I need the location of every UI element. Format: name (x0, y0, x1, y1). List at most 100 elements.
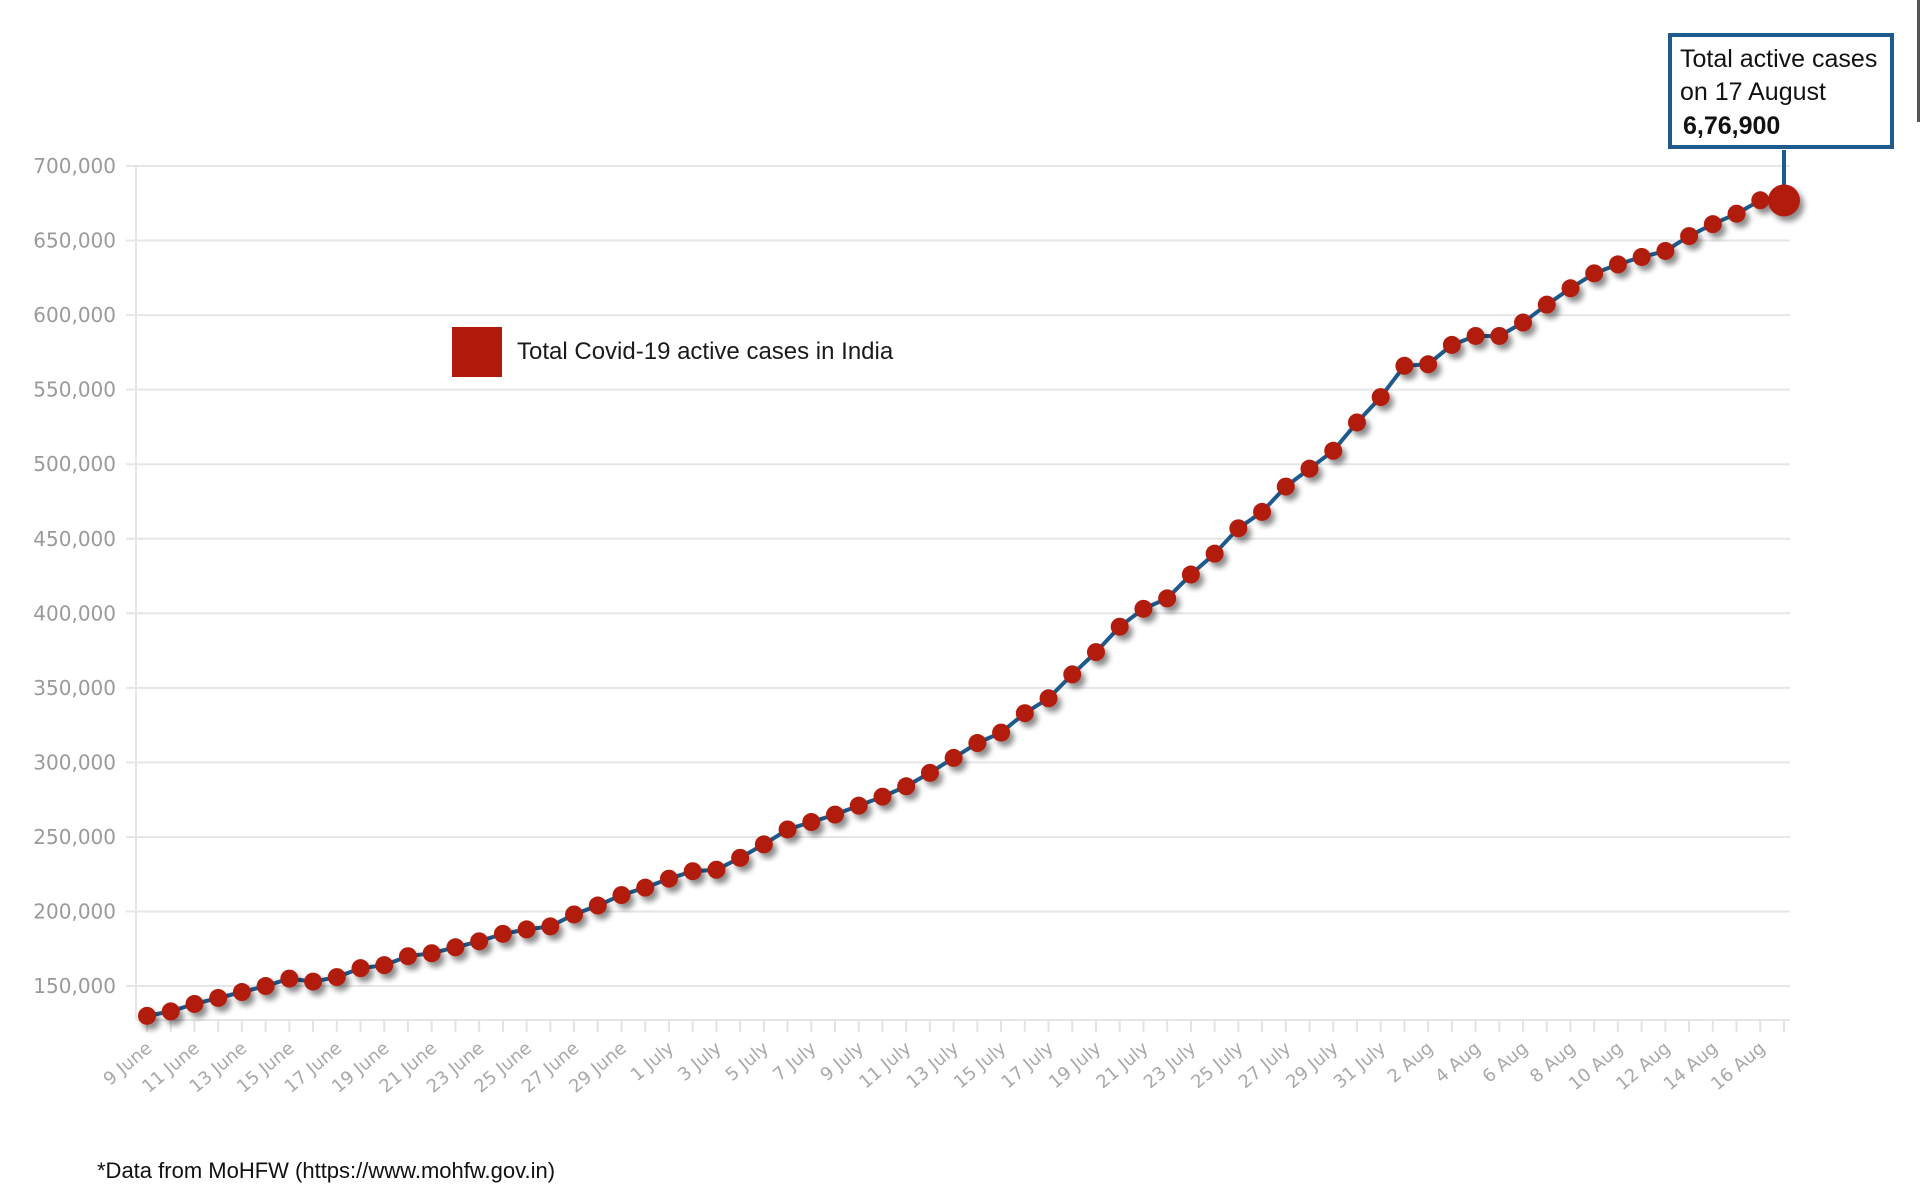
data-point (1632, 247, 1651, 266)
data-point (422, 944, 441, 963)
data-point (1039, 689, 1058, 708)
x-tick-label: 17 July (998, 1038, 1058, 1094)
data-point (1324, 441, 1343, 460)
x-tick-label: 19 July (1045, 1038, 1105, 1094)
y-tick-label: 350,000 (33, 676, 116, 700)
data-point (1181, 565, 1200, 584)
data-point (1608, 255, 1627, 274)
data-point (1537, 295, 1556, 314)
x-tick-label: 2 Aug (1384, 1038, 1438, 1088)
x-tick-label: 13 July (903, 1038, 963, 1094)
data-point (1205, 544, 1224, 563)
data-point (161, 1002, 180, 1021)
data-point (636, 878, 655, 897)
x-tick-label: 5 July (722, 1038, 774, 1086)
y-tick-label: 300,000 (33, 750, 116, 774)
x-tick-label: 6 Aug (1479, 1038, 1533, 1088)
data-point (683, 862, 702, 881)
data-point (707, 860, 726, 879)
data-point (304, 972, 323, 991)
x-tick-label: 29 July (1282, 1038, 1342, 1094)
data-point (992, 723, 1011, 742)
x-tick-label: 11 July (855, 1038, 915, 1094)
legend-swatch (452, 327, 502, 377)
edge-divider (1917, 0, 1920, 122)
data-point (470, 932, 489, 951)
data-point (1703, 215, 1722, 234)
callout-value: 6,76,900 (1683, 112, 1781, 140)
data-point (778, 820, 797, 839)
x-tick-label: 4 Aug (1431, 1038, 1485, 1088)
x-tick-label: 7 July (769, 1038, 821, 1086)
data-point (802, 813, 821, 832)
x-tick-label: 3 July (674, 1038, 726, 1086)
y-tick-label: 600,000 (33, 303, 116, 327)
data-point (185, 994, 204, 1013)
data-point (731, 848, 750, 867)
data-point (1561, 279, 1580, 298)
data-point (327, 968, 346, 987)
data-point (659, 869, 678, 888)
data-point (1371, 388, 1390, 407)
callout-line-2: on 17 August (1680, 78, 1826, 106)
x-tick-label: 16 Aug (1707, 1038, 1769, 1095)
callout-line-1: Total active cases (1680, 45, 1878, 73)
data-point (351, 959, 370, 978)
legend-label: Total Covid-19 active cases in India (517, 338, 894, 365)
data-series (138, 184, 1800, 1025)
data-point (588, 896, 607, 915)
data-point (493, 924, 512, 943)
y-tick-label: 700,000 (33, 154, 116, 178)
data-point (826, 805, 845, 824)
data-point (1419, 355, 1438, 374)
data-point (1300, 459, 1319, 478)
data-point (565, 905, 584, 924)
y-tick-label: 250,000 (33, 825, 116, 849)
data-point (1514, 313, 1533, 332)
data-point (612, 886, 631, 905)
data-point (209, 988, 228, 1007)
y-tick-label: 400,000 (33, 601, 116, 625)
data-point (375, 956, 394, 975)
y-tick-label: 450,000 (33, 527, 116, 551)
data-point (1490, 326, 1509, 345)
data-point (1063, 665, 1082, 684)
data-point (1680, 227, 1699, 246)
data-point (920, 763, 939, 782)
data-point (849, 796, 868, 815)
data-point (1134, 599, 1153, 618)
data-point (1442, 335, 1461, 354)
y-tick-label: 150,000 (33, 974, 116, 998)
y-axis: 150,000 200,000 250,000 300,000 350,000 400,0… (33, 154, 116, 998)
x-tick-label: 21 July (1092, 1038, 1152, 1094)
source-footnote: *Data from MoHFW (https://www.mohfw.gov.… (97, 1158, 556, 1183)
x-tick-label: 23 July (1140, 1038, 1200, 1094)
data-point (232, 983, 251, 1002)
series-line (146, 198, 1785, 1018)
data-point (1086, 643, 1105, 662)
data-point (1395, 356, 1414, 375)
data-point (398, 947, 417, 966)
data-point (256, 977, 275, 996)
data-point (873, 787, 892, 806)
data-point (1656, 241, 1675, 260)
x-tick-label: 1 July (627, 1038, 679, 1086)
chart-legend: Total Covid-19 active cases in India (452, 327, 893, 377)
data-point (1347, 413, 1366, 432)
x-tick-label: 31 July (1330, 1038, 1390, 1094)
y-tick-label: 200,000 (33, 900, 116, 924)
y-tick-label: 550,000 (33, 378, 116, 402)
y-tick-label: 650,000 (33, 229, 116, 253)
data-point (1229, 519, 1248, 538)
data-point (1466, 326, 1485, 345)
data-point (1585, 264, 1604, 283)
data-point (1727, 204, 1746, 223)
x-tick-label: 27 July (1235, 1038, 1295, 1094)
highlight-data-point (1768, 184, 1800, 217)
gridlines (126, 165, 1790, 1021)
data-point (944, 748, 963, 767)
data-point (1253, 502, 1272, 521)
data-point (1276, 477, 1295, 496)
x-tick-label: 15 July (950, 1038, 1010, 1094)
